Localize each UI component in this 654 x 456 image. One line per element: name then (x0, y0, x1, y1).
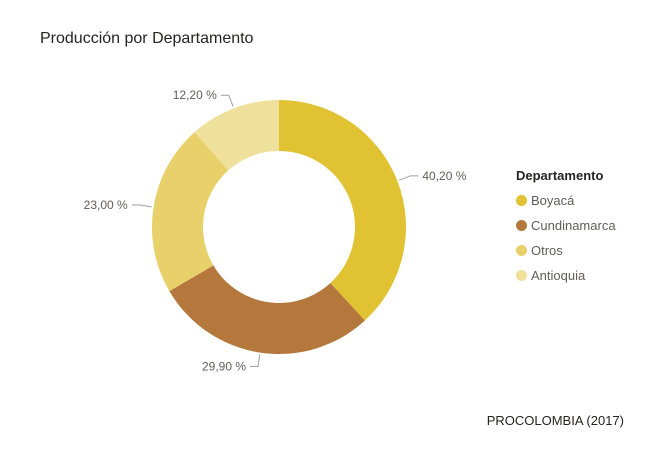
legend-item-antioquia[interactable]: Antioquia (516, 263, 616, 288)
leader-line (250, 354, 261, 367)
legend-swatch (516, 220, 527, 231)
leader-line (220, 94, 234, 107)
slices-group (151, 100, 406, 354)
leader-line (131, 204, 152, 208)
legend-label: Boyacá (531, 193, 575, 208)
legend-label: Otros (531, 243, 563, 258)
leader-line (399, 175, 419, 181)
chart-title: Producción por Departamento (40, 30, 254, 47)
data-label: 40,20 % (422, 169, 466, 183)
slice-antioquia[interactable] (194, 100, 279, 171)
legend-item-otros[interactable]: Otros (516, 238, 616, 263)
legend-title: Departamento (516, 168, 604, 183)
data-label: 23,00 % (84, 198, 128, 212)
slice-otros[interactable] (151, 132, 229, 292)
legend-swatch (516, 270, 527, 281)
data-labels-group: 40,20 % 29,90 % 23,00 % 12,20 % (84, 88, 467, 373)
slice-boyacá[interactable] (279, 100, 406, 321)
legend-item-cundinamarca[interactable]: Cundinamarca (516, 213, 616, 238)
legend: Departamento Boyacá Cundinamarca Otros Anti… (516, 168, 616, 288)
legend-label: Antioquia (531, 268, 586, 283)
legend-label: Cundinamarca (531, 218, 616, 233)
legend-swatch (516, 195, 527, 206)
source-note: PROCOLOMBIA (2017) (486, 413, 624, 428)
data-label: 12,20 % (173, 88, 217, 102)
legend-swatch (516, 245, 527, 256)
legend-items: Boyacá Cundinamarca Otros Antioquia (516, 188, 616, 288)
legend-item-boyacá[interactable]: Boyacá (516, 188, 616, 213)
data-label: 29,90 % (202, 359, 246, 373)
slice-cundinamarca[interactable] (169, 265, 365, 354)
